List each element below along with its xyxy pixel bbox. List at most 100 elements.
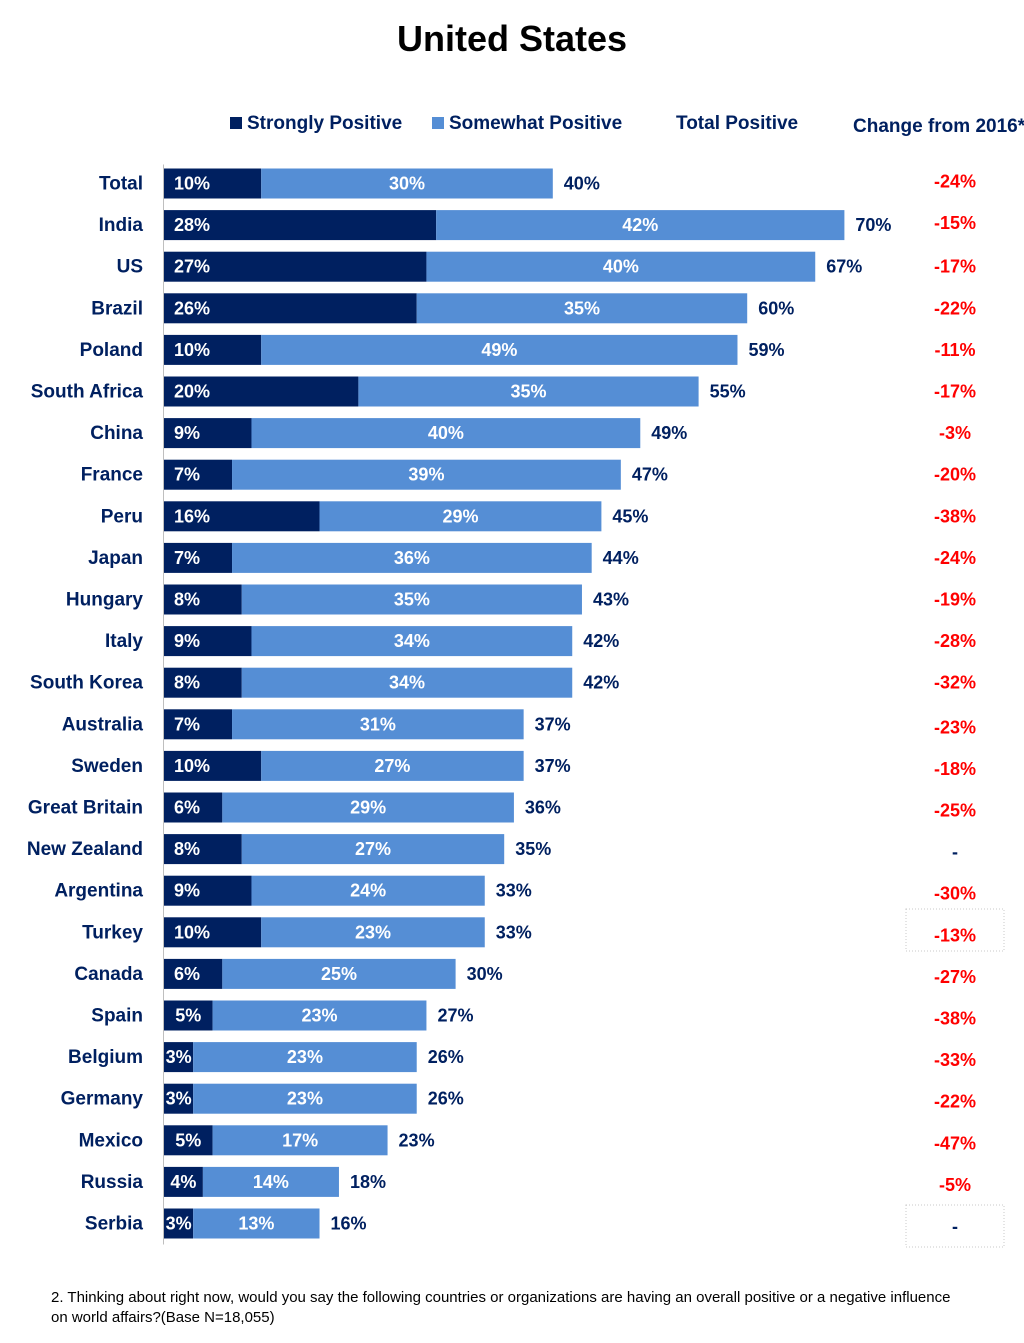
legend-strongly-label: Strongly Positive: [247, 113, 403, 134]
category-label: France: [81, 465, 143, 486]
data-label-total: 37%: [535, 756, 571, 776]
bar-strongly-positive: [164, 376, 359, 407]
change-value: -38%: [934, 1009, 976, 1029]
bar-somewhat-positive: [212, 1000, 427, 1031]
bar-strongly-positive: [164, 1083, 194, 1114]
bar-strongly-positive: [164, 293, 417, 324]
bar-strongly-positive: [164, 875, 252, 906]
change-value: -13%: [934, 925, 976, 945]
data-label-somewhat: 40%: [603, 257, 639, 277]
bar-somewhat-positive: [261, 750, 524, 781]
bar-strongly-positive: [164, 1208, 194, 1239]
footnote: 2. Thinking about right now, would you s…: [51, 1289, 951, 1326]
change-value: -19%: [934, 590, 976, 610]
data-label-somewhat: 34%: [394, 631, 430, 651]
data-label-strongly: 5%: [175, 1130, 201, 1150]
change-value: -28%: [934, 631, 976, 651]
bar-strongly-positive: [164, 251, 427, 282]
data-label-total: 42%: [583, 673, 619, 693]
data-label-strongly: 20%: [174, 382, 210, 402]
data-label-somewhat: 23%: [287, 1089, 323, 1109]
data-label-total: 44%: [603, 548, 639, 568]
data-label-total: 27%: [437, 1006, 473, 1026]
category-label: Serbia: [85, 1214, 144, 1235]
bar-strongly-positive: [164, 709, 233, 740]
bar-somewhat-positive: [261, 334, 738, 365]
bar-somewhat-positive: [241, 667, 573, 698]
change-value: -18%: [934, 759, 976, 779]
change-value: -17%: [934, 257, 976, 277]
data-label-total: 35%: [515, 839, 551, 859]
bar-somewhat-positive: [202, 1166, 339, 1197]
data-label-total: 55%: [710, 382, 746, 402]
data-label-strongly: 7%: [174, 714, 200, 734]
data-label-total: 26%: [428, 1047, 464, 1067]
bar-strongly-positive: [164, 459, 233, 490]
data-label-somewhat: 35%: [394, 590, 430, 610]
bar-somewhat-positive: [193, 1208, 320, 1239]
data-label-strongly: 7%: [174, 465, 200, 485]
change-value: -30%: [934, 884, 976, 904]
category-label: Total: [99, 174, 143, 195]
data-label-strongly: 26%: [174, 298, 210, 318]
change-value: -47%: [934, 1133, 976, 1153]
data-label-total: 37%: [535, 714, 571, 734]
change-cell-box: [905, 908, 1005, 952]
bar-strongly-positive: [164, 1042, 194, 1073]
change-value: -5%: [939, 1175, 971, 1195]
data-label-strongly: 6%: [174, 964, 200, 984]
data-label-total: 67%: [826, 257, 862, 277]
data-label-strongly: 8%: [174, 839, 200, 859]
change-value: -25%: [934, 801, 976, 821]
data-label-strongly: 10%: [174, 756, 210, 776]
change-value: -33%: [934, 1050, 976, 1070]
bar-somewhat-positive: [251, 418, 641, 449]
category-label: Spain: [91, 1006, 143, 1027]
header-total-positive: Total Positive: [676, 113, 799, 134]
category-label: Belgium: [68, 1047, 143, 1068]
category-label: Brazil: [91, 298, 143, 319]
change-value: -22%: [934, 1092, 976, 1112]
data-label-strongly: 16%: [174, 506, 210, 526]
change-value: -3%: [939, 423, 971, 443]
category-label: Germany: [61, 1089, 144, 1110]
category-label: Australia: [62, 714, 144, 735]
bar-somewhat-positive: [193, 1042, 417, 1073]
data-label-somewhat: 34%: [389, 673, 425, 693]
data-label-strongly: 10%: [174, 340, 210, 360]
bar-strongly-positive: [164, 792, 223, 823]
data-label-somewhat: 36%: [394, 548, 430, 568]
data-label-strongly: 9%: [174, 631, 200, 651]
bar-somewhat-positive: [426, 251, 816, 282]
bar-somewhat-positive: [251, 875, 485, 906]
data-label-total: 70%: [855, 215, 891, 235]
data-label-somewhat: 39%: [408, 465, 444, 485]
category-label: Russia: [81, 1172, 144, 1193]
category-label: Argentina: [54, 881, 143, 902]
category-label: Peru: [101, 506, 143, 527]
bar-somewhat-positive: [319, 501, 602, 532]
data-label-total: 43%: [593, 590, 629, 610]
category-label: Sweden: [71, 756, 143, 777]
category-label: Great Britain: [28, 798, 143, 819]
change-value: -38%: [934, 506, 976, 526]
bar-somewhat-positive: [241, 584, 582, 615]
bar-somewhat-positive: [251, 626, 573, 657]
bar-strongly-positive: [164, 1166, 203, 1197]
data-label-total: 18%: [350, 1172, 386, 1192]
bar-strongly-positive: [164, 1125, 213, 1156]
change-value: -20%: [934, 465, 976, 485]
change-value: -24%: [934, 548, 976, 568]
legend-somewhat-positive: Somewhat Positive: [432, 113, 622, 135]
change-value: -11%: [934, 340, 975, 360]
chart-title: United States: [396, 18, 628, 59]
data-label-total: 23%: [399, 1130, 435, 1150]
data-label-strongly: 4%: [170, 1172, 196, 1192]
data-label-strongly: 10%: [174, 922, 210, 942]
data-label-somewhat: 49%: [481, 340, 517, 360]
bar-strongly-positive: [164, 626, 252, 657]
data-label-strongly: 9%: [174, 423, 200, 443]
change-value: -22%: [934, 298, 976, 318]
bar-strongly-positive: [164, 418, 252, 449]
data-label-somewhat: 30%: [389, 174, 425, 194]
